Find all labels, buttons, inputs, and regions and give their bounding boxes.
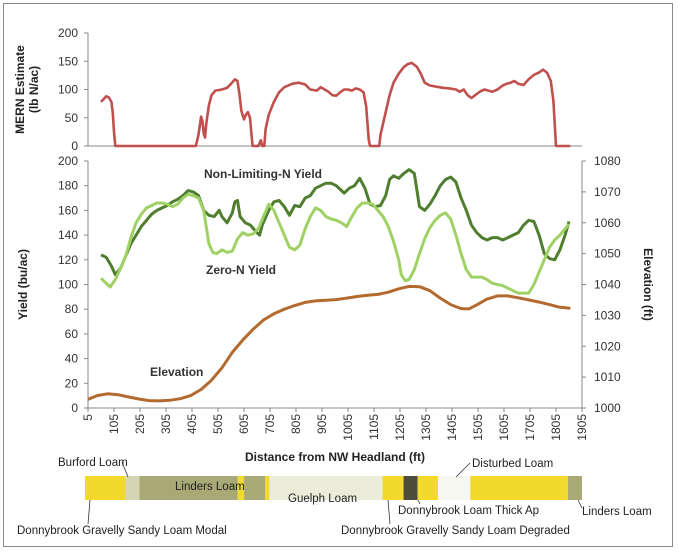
soil-label-leader (387, 499, 391, 525)
left-y-tick-label: 20 (65, 376, 79, 390)
x-tick-label: 1505 (471, 414, 485, 441)
soil-label-leader (455, 462, 471, 478)
x-tick-label: 1305 (419, 414, 433, 441)
yield-elevation-chart: 0 20 40 60 80 100 120 140 160 180 200 1000 1010 1020 1… (16, 154, 655, 464)
left-y-tick-label: 140 (58, 228, 78, 242)
soil-label: Guelph Loam (288, 493, 357, 505)
left-y-tick-label: 40 (65, 352, 79, 366)
soil-label-leader (87, 499, 91, 525)
left-y-axis-title: Yield (bu/ac) (16, 249, 30, 320)
left-y-tick-label: 160 (58, 203, 78, 217)
soil-segment (237, 476, 245, 500)
soil-label: Donnybrook Loam Thick Ap (398, 505, 539, 517)
x-tick-label: 5 (81, 414, 95, 421)
mern-y-tick-label: 50 (65, 111, 79, 125)
soil-label-leader (121, 461, 129, 478)
mern-y-axis-title-line: MERN Estimate (13, 45, 27, 134)
series-annotation: Zero-N Yield (206, 263, 276, 277)
right-y-tick-label: 1070 (594, 185, 621, 199)
soil-label-leader (577, 499, 583, 509)
soil-label: Donnybrook Gravelly Sandy Loam Degraded (341, 525, 570, 537)
right-y-tick-label: 1060 (594, 216, 621, 230)
soil-segment (403, 476, 418, 500)
x-tick-label: 505 (211, 414, 225, 434)
mern-y-tick-label: 150 (58, 54, 78, 68)
x-tick-label: 1205 (393, 414, 407, 441)
x-tick-label: 305 (159, 414, 173, 434)
mern-y-axis-title-line: (lb N/ac) (27, 66, 41, 113)
mern-y-tick-label: 100 (58, 83, 78, 97)
x-tick-label: 605 (237, 414, 251, 434)
soil-segment (85, 476, 126, 500)
series-annotation: Non-Limiting-N Yield (204, 167, 322, 181)
soil-label: Disturbed Loam (472, 458, 553, 470)
left-y-tick-label: 60 (65, 327, 79, 341)
soil-segment (139, 476, 238, 500)
x-tick-label: 805 (289, 414, 303, 434)
mern-chart: 0 50 100 150 200 MERN Estimate(lb N/ac) (13, 26, 582, 153)
soil-segment (265, 476, 270, 500)
right-y-tick-label: 1040 (594, 278, 621, 292)
soil-segment (382, 476, 404, 500)
x-tick-label: 1705 (523, 414, 537, 441)
left-y-tick-label: 0 (71, 401, 78, 415)
x-tick-label: 205 (133, 414, 147, 434)
x-tick-label: 1905 (575, 414, 589, 441)
soil-segment (470, 476, 568, 500)
x-tick-label: 1605 (497, 414, 511, 441)
soil-map-bar: Burford Loam Linders Loam Guelph Loam Distu… (17, 457, 652, 537)
x-axis-title: Distance from NW Headland (ft) (245, 450, 425, 464)
x-tick-label: 1405 (445, 414, 459, 441)
left-y-tick-label: 80 (65, 302, 79, 316)
left-y-tick-label: 120 (58, 253, 78, 267)
mern-y-axis-title: MERN Estimate(lb N/ac) (13, 45, 41, 134)
x-tick-label: 1105 (367, 414, 381, 440)
right-y-axis-title: Elevation (ft) (641, 248, 655, 321)
soil-segment (417, 476, 439, 500)
soil-segment (437, 476, 471, 500)
right-y-tick-label: 1020 (594, 339, 621, 353)
right-y-tick-label: 1010 (594, 370, 621, 384)
x-tick-label: 705 (263, 414, 277, 434)
soil-label: Donnybrook Gravelly Sandy Loam Modal (17, 525, 227, 537)
right-y-tick-label: 1030 (594, 308, 621, 322)
soil-segment (567, 476, 582, 500)
right-y-tick-label: 1000 (594, 401, 621, 415)
left-y-tick-label: 200 (58, 154, 78, 168)
mern-y-tick-label: 0 (71, 139, 78, 153)
series-line (87, 284, 571, 403)
x-tick-label: 1805 (549, 414, 563, 441)
soil-label: Linders Loam (175, 481, 245, 493)
mern-series-line (100, 61, 571, 148)
series-line (99, 192, 571, 295)
soil-segment (125, 476, 140, 500)
soil-label: Burford Loam (58, 457, 128, 469)
soil-segment (244, 476, 266, 500)
soil-label: Linders Loam (582, 506, 652, 518)
series-annotation: Elevation (150, 365, 203, 379)
right-y-tick-label: 1050 (594, 247, 621, 261)
mern-y-tick-label: 200 (58, 26, 78, 40)
series-line (100, 168, 571, 277)
x-tick-label: 405 (185, 414, 199, 434)
left-y-tick-label: 180 (58, 179, 78, 193)
right-y-tick-label: 1080 (594, 154, 621, 168)
soil-segment (269, 476, 383, 500)
left-y-tick-label: 100 (58, 278, 78, 292)
soil-label-leader (417, 499, 421, 505)
x-tick-label: 1005 (341, 414, 355, 441)
x-tick-label: 905 (315, 414, 329, 434)
x-tick-label: 105 (107, 414, 121, 434)
